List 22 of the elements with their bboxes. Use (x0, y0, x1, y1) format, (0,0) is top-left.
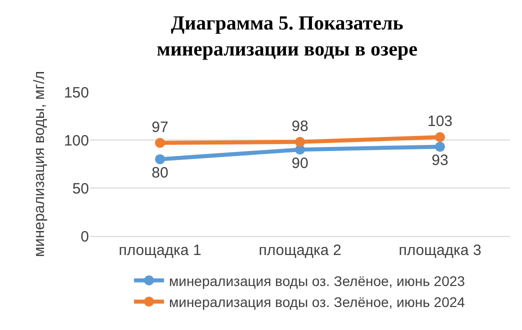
chart-title: Диаграмма 5. Показатель минерализации воды в озере (156, 12, 418, 61)
x-tick-label: площадка 1 (118, 242, 202, 259)
point (155, 138, 165, 148)
data-label: 80 (152, 164, 168, 182)
legend-label: минерализация воды оз. Зелёное, июнь 2024 (169, 294, 466, 310)
data-label: 103 (427, 113, 453, 130)
data-label: 93 (432, 152, 448, 170)
x-tick-label: площадка 2 (258, 242, 342, 259)
x-tick-label: площадка 3 (398, 242, 482, 259)
data-label: 98 (292, 118, 308, 135)
point (295, 136, 305, 147)
y-tick-label: 100 (64, 132, 89, 150)
y-axis-title: минерализация воды, мг/л (31, 71, 48, 257)
point (435, 142, 445, 152)
point (155, 154, 165, 164)
y-tick-label: 50 (72, 180, 89, 198)
data-label: 90 (292, 155, 308, 172)
y-tick-label: 0 (80, 228, 89, 246)
legend-label: минерализация воды оз. Зелёное, июнь 2023 (169, 272, 466, 289)
data-label: 97 (152, 118, 168, 136)
y-tick-label: 150 (64, 84, 89, 102)
point (435, 132, 445, 142)
